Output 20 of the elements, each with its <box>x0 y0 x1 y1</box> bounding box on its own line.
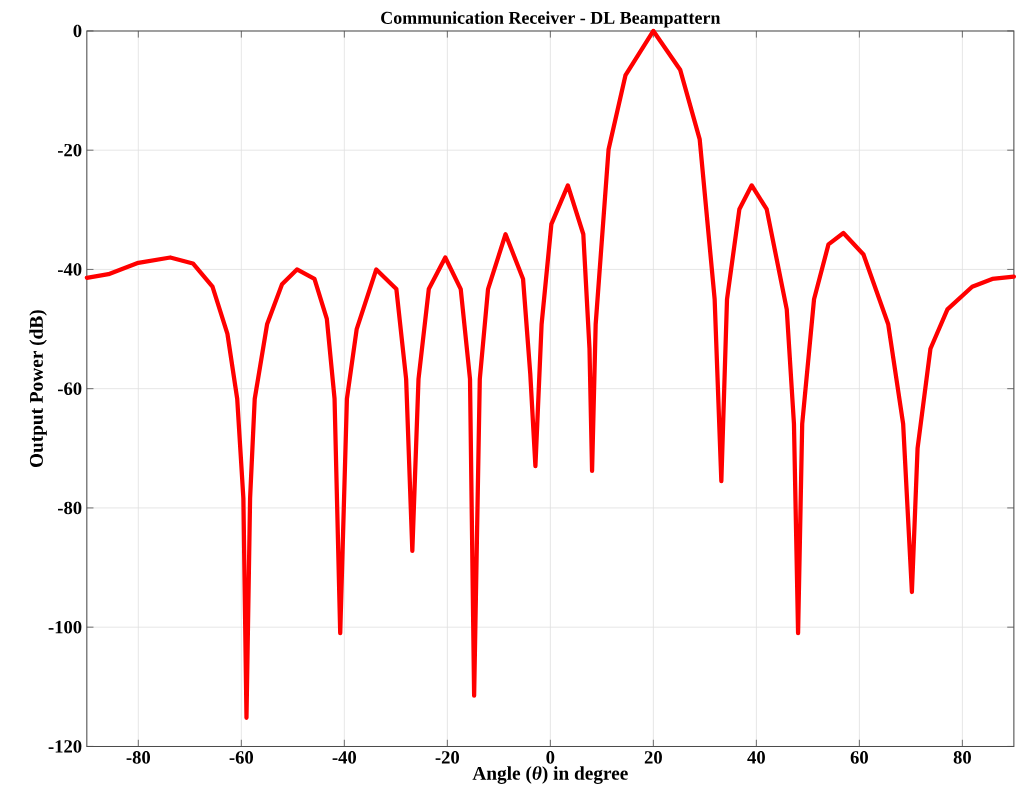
x-axis-title: Angle (θ) in degree <box>472 766 628 784</box>
y-tick-label: -80 <box>57 501 82 515</box>
y-tick-label: -100 <box>48 620 82 634</box>
y-tick-label: 0 <box>73 24 82 38</box>
x-tick-label: 0 <box>546 750 555 764</box>
chart-title: Communication Receiver - DL Beampattern <box>381 11 721 28</box>
x-tick-label: -40 <box>332 750 357 764</box>
x-tick-label: 40 <box>747 750 765 764</box>
x-tick-label: 20 <box>644 750 662 764</box>
x-tick-label: 60 <box>850 750 868 764</box>
x-tick-label: -20 <box>435 750 460 764</box>
x-tick-label: -60 <box>229 750 254 764</box>
y-axis-title: Output Power (dB) <box>29 310 47 467</box>
y-tick-label: -120 <box>48 739 82 753</box>
y-tick-label: -60 <box>57 382 82 395</box>
x-tick-label: 80 <box>953 750 971 764</box>
y-tick-label: -40 <box>57 262 82 276</box>
line-series <box>84 28 1016 720</box>
x-tick-label: -80 <box>126 750 151 764</box>
y-tick-label: -20 <box>57 143 82 157</box>
